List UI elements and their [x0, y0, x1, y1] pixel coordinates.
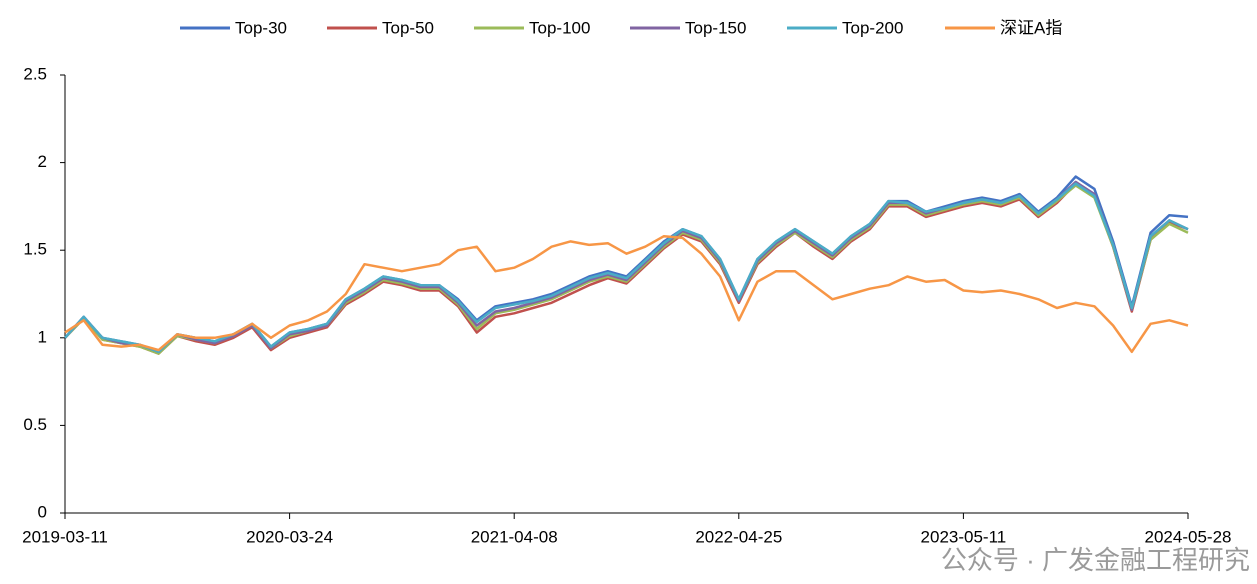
series-line — [64, 182, 1189, 354]
watermark: 公众号 · 广发金融工程研究 — [941, 545, 1250, 575]
x-tick-label: 2019-03-11 — [22, 527, 108, 546]
legend-label: 深证A指 — [1000, 18, 1062, 37]
legend-label: Top-30 — [235, 18, 287, 37]
series-line — [64, 175, 1189, 354]
x-tick-label: 2021-04-08 — [471, 527, 558, 546]
legend-label: Top-100 — [529, 18, 590, 37]
legend-label: Top-150 — [685, 18, 746, 37]
series-line — [64, 180, 1189, 354]
series-line — [64, 182, 1189, 355]
legend-label: Top-50 — [382, 18, 434, 37]
x-tick-label: 2022-04-25 — [695, 527, 782, 546]
x-tick-label: 2024-05-28 — [1145, 527, 1232, 546]
y-tick-label: 0.5 — [23, 415, 47, 434]
y-tick-label: 1.5 — [23, 240, 47, 259]
series-line — [64, 184, 1189, 355]
x-tick-label: 2023-05-11 — [921, 527, 1007, 546]
y-tick-label: 2.5 — [23, 64, 47, 83]
y-tick-label: 0 — [38, 502, 47, 521]
y-tick-label: 2 — [38, 152, 47, 171]
x-tick-label: 2020-03-24 — [246, 527, 333, 546]
y-tick-label: 1 — [38, 327, 47, 346]
legend-label: Top-200 — [842, 18, 903, 37]
series-line — [64, 234, 1189, 354]
